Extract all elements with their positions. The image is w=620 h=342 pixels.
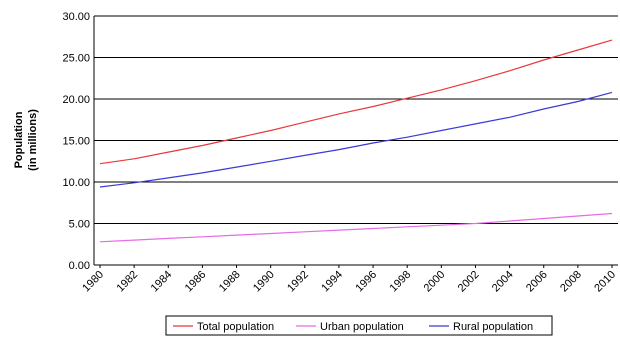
x-tick-label: 2006 [524,269,550,295]
y-axis-label-line-1: Population [13,111,25,168]
y-tick-label: 0.00 [69,260,90,272]
x-tick-label: 2004 [490,269,516,295]
x-tick-label: 1988 [217,269,243,295]
x-tick-label: 1994 [319,269,345,295]
legend-label: Rural population [453,321,533,333]
series-line-urban-population [99,212,613,243]
x-tick-label: 1986 [183,269,209,295]
x-tick-label: 1992 [285,269,311,295]
legend-label: Urban population [320,321,404,333]
legend-box [165,315,553,336]
series-line-total-population [99,39,613,165]
x-tick-label: 1998 [388,269,414,295]
y-tick-label: 15.00 [62,136,90,148]
y-tick-label: 25.00 [62,53,90,65]
x-tick-label: 2008 [558,269,584,295]
series-line-rural-population [99,91,613,188]
y-axis-label-line-2: (in millions) [27,109,39,171]
y-tick-label: 5.00 [69,219,90,231]
x-tick-label: 2002 [456,269,482,295]
x-tick-label: 2010 [592,269,618,295]
grid-lines [94,15,618,266]
y-tick-label: 10.00 [62,177,90,189]
series-lines [99,39,613,243]
legend: Total population Urban population Rural po… [165,315,553,336]
legend-label: Total population [197,321,274,333]
x-tick-label: 1980 [80,269,106,295]
x-tick-labels: 1980 1982 1984 1986 1988 1990 1992 1994 1996 1998… [80,269,618,295]
axes [93,16,613,268]
x-tick-label: 2000 [422,269,448,295]
y-tick-label: 20.00 [62,94,90,106]
x-tick-label: 1984 [149,269,175,295]
x-tick-label: 1996 [353,269,379,295]
x-tick-label: 1982 [114,269,140,295]
y-tick-label: 30.00 [62,11,90,23]
y-tick-labels: 0.00 5.00 10.00 15.00 20.00 25.00 30.00 [62,11,90,272]
x-tick-label: 1990 [251,269,277,295]
